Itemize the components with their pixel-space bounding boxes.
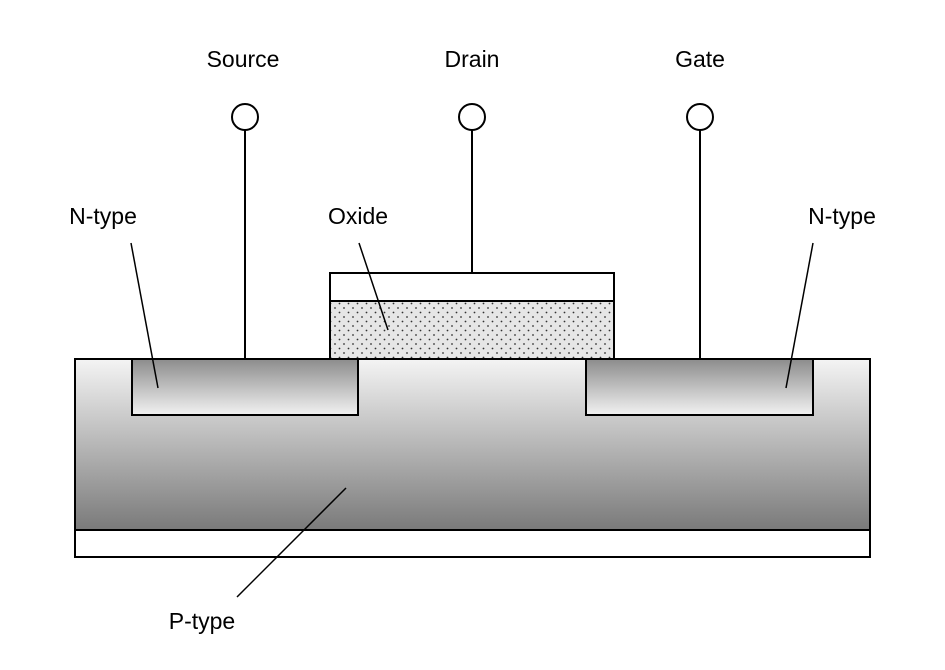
label-source: Source: [207, 46, 280, 72]
label-ntype-left: N-type: [69, 203, 137, 229]
oxide-leader: [358, 242, 389, 331]
gate-terminal-icon: [686, 103, 714, 131]
label-ptype: P-type: [169, 608, 235, 634]
ntype-right-leader: [785, 242, 814, 389]
n-type-well-left: [131, 358, 359, 416]
label-gate: Gate: [675, 46, 725, 72]
substrate-base: [74, 529, 871, 558]
source-terminal-icon: [231, 103, 259, 131]
n-type-well-right: [585, 358, 814, 416]
label-drain: Drain: [445, 46, 500, 72]
label-oxide: Oxide: [328, 203, 388, 229]
drain-terminal-icon: [458, 103, 486, 131]
label-ntype-right: N-type: [808, 203, 876, 229]
oxide-layer: [329, 300, 615, 360]
ntype-left-leader: [130, 242, 159, 389]
ptype-leader: [236, 487, 347, 598]
gate-metal-plate: [329, 272, 615, 302]
